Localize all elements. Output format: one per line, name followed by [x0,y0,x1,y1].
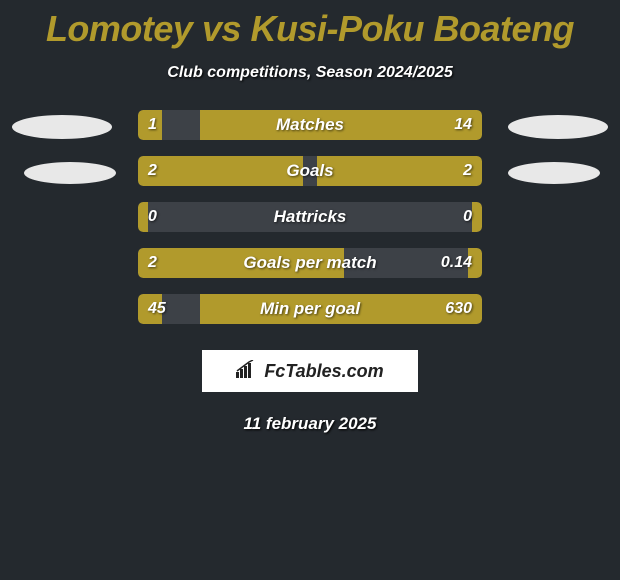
bar-chart-icon [236,360,258,383]
stat-row: 45630Min per goal [0,294,620,324]
player1-badge [24,162,116,184]
comparison-title: Lomotey vs Kusi-Poku Boateng [0,0,620,50]
player2-name: Kusi-Poku Boateng [251,8,575,49]
date-text: 11 february 2025 [0,414,620,434]
player2-badge [508,162,600,184]
stat-row: 22Goals [0,156,620,186]
stat-label: Min per goal [138,294,482,324]
stat-label: Goals [138,156,482,186]
stat-label: Matches [138,110,482,140]
stat-row: 00Hattricks [0,202,620,232]
subtitle: Club competitions, Season 2024/2025 [0,64,620,82]
stats-rows: 114Matches 22Goals 00Hattricks 20.14Goals p… [0,110,620,324]
stat-label: Goals per match [138,248,482,278]
logo-text: FcTables.com [264,361,383,382]
fctables-logo: FcTables.com [202,350,418,392]
player1-name: Lomotey [46,8,193,49]
player2-badge [508,115,608,139]
vs-text: vs [202,8,241,49]
stat-row: 114Matches [0,110,620,140]
stat-label: Hattricks [138,202,482,232]
stat-row: 20.14Goals per match [0,248,620,278]
player1-badge [12,115,112,139]
